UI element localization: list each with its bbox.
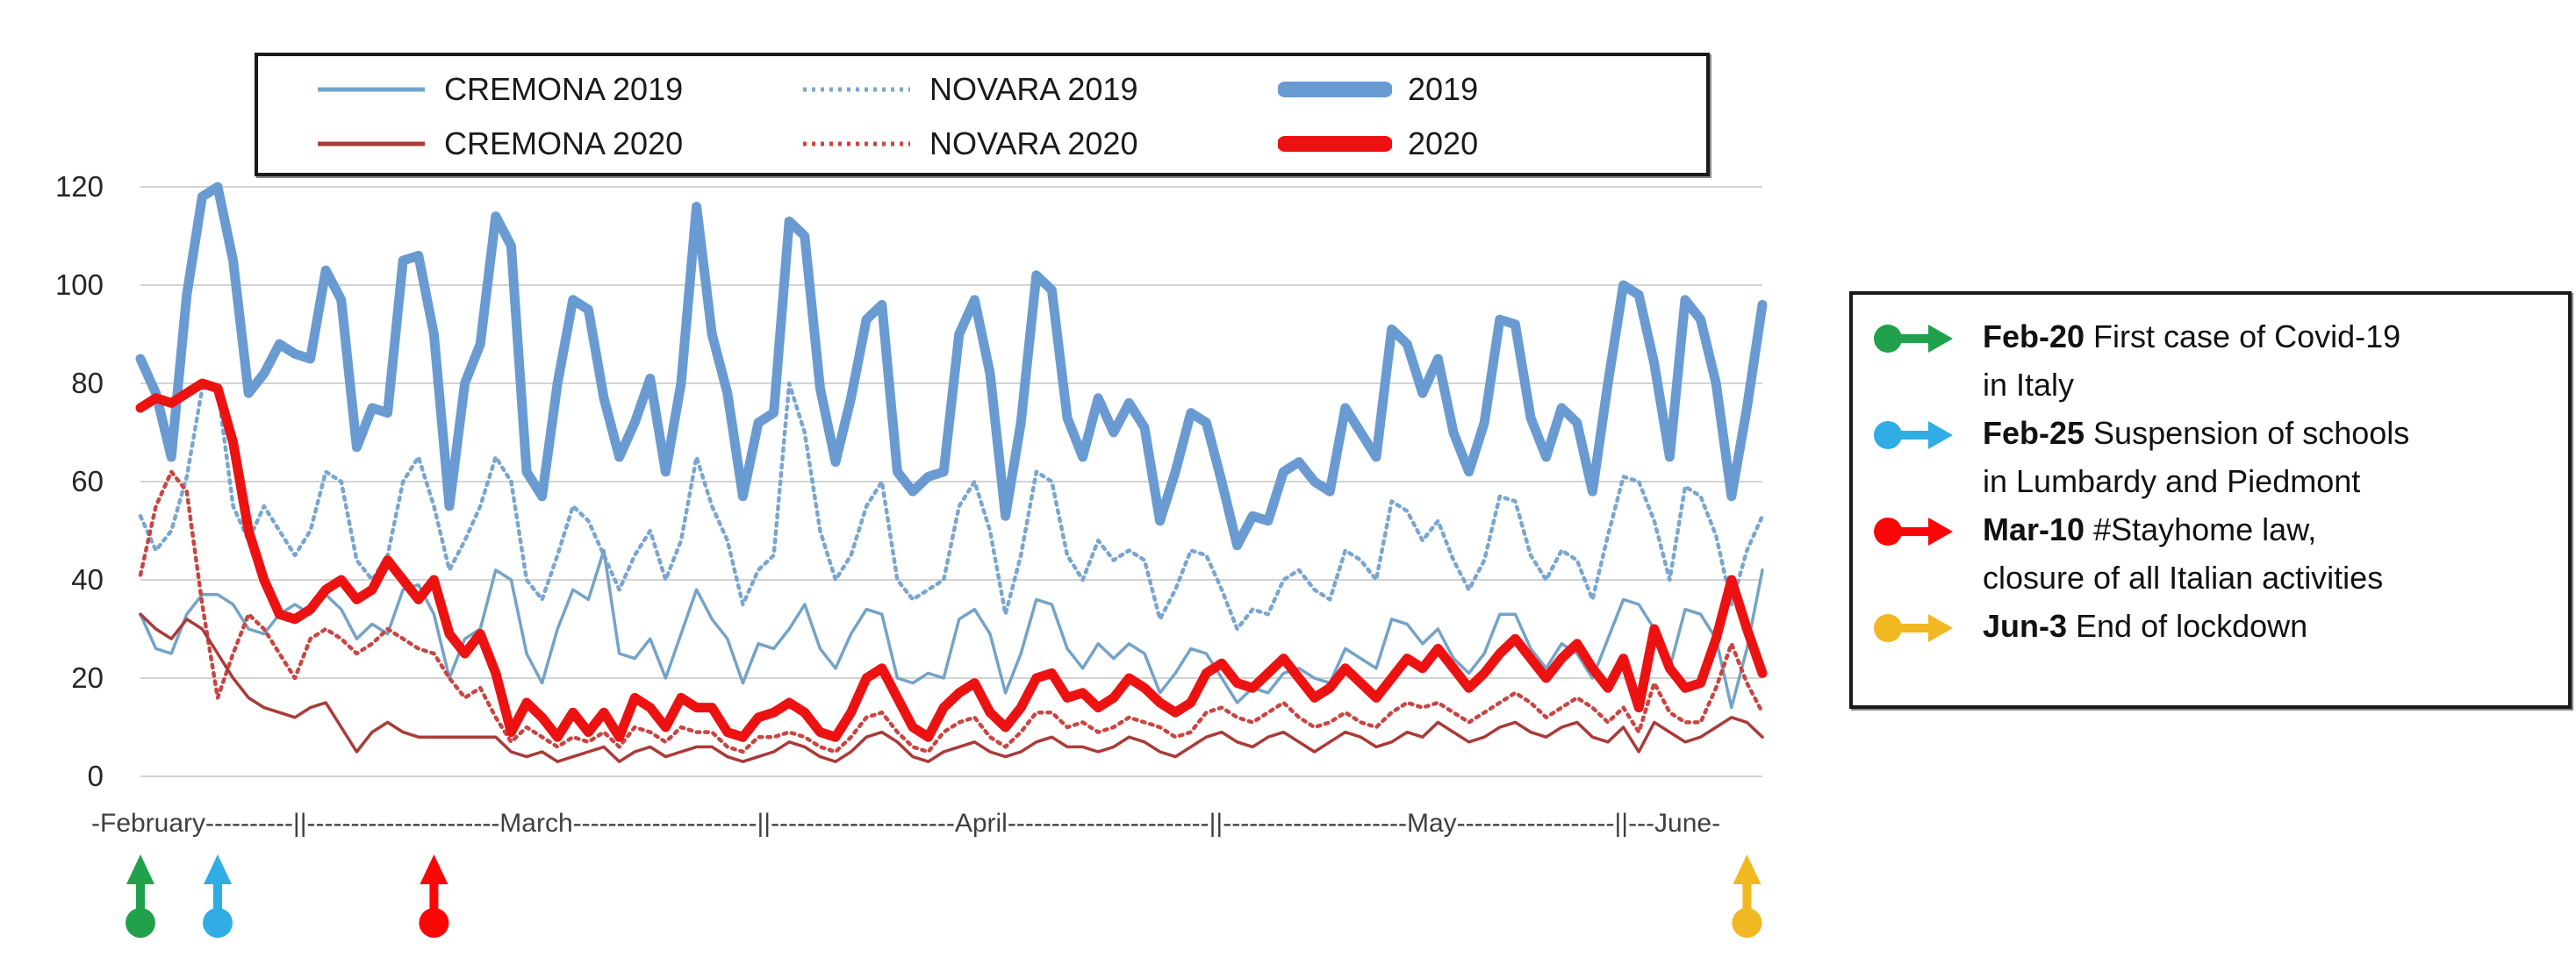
y-axis-tick-label: 0 (87, 760, 104, 792)
red-arrow-right-icon (1874, 518, 1953, 546)
annotation-feb-20: Feb-20 First case of Covid-19 in Italy (1867, 312, 2556, 409)
legend-item-novara-2020: NOVARA 2020 (800, 119, 1278, 168)
legend-label: NOVARA 2020 (929, 125, 1138, 161)
series-line-novara-2019 (138, 381, 1765, 632)
event-arrow-mar-10 (419, 908, 449, 938)
annotation-date: Jun-3 (1983, 608, 2068, 644)
chart-legend: CREMONA 2019 NOVARA 2019 2019 CREMONA 20… (255, 53, 1710, 176)
legend-label: 2019 (1408, 71, 1479, 107)
legend-label: NOVARA 2019 (929, 71, 1138, 107)
y-axis-tick-label: 20 (71, 661, 104, 694)
event-arrow-mar-10 (420, 854, 448, 884)
event-arrow-feb-20 (126, 854, 154, 884)
legend-grid: CREMONA 2019 NOVARA 2019 2019 CREMONA 20… (258, 56, 1706, 168)
legend-label: CREMONA 2020 (444, 125, 684, 161)
annotation-jun-3: Jun-3 End of lockdown (1867, 602, 2556, 650)
dotted-line-swatch-icon (803, 87, 910, 92)
event-arrow-feb-25 (203, 908, 233, 938)
thick-line-swatch-icon (1278, 136, 1392, 152)
annotation-date: Feb-20 (1983, 318, 2085, 354)
event-arrow-jun-3 (1742, 879, 1752, 921)
y-axis-tick-label: 100 (54, 268, 104, 301)
thin-line-swatch-icon (318, 141, 425, 146)
legend-item-2019: 2019 (1278, 65, 1706, 114)
annotation-mar-10: Mar-10 #Stayhome law, closure of all Ital… (1867, 505, 2556, 602)
event-arrow-feb-25 (204, 854, 232, 884)
annotation-text: Feb-25 Suspension of schools in Lumbardy … (1983, 415, 2410, 499)
legend-item-novara-2019: NOVARA 2019 (800, 65, 1278, 114)
events-annotation-box: Feb-20 First case of Covid-19 in Italy Fe… (1849, 291, 2572, 709)
event-arrow-feb-20 (126, 908, 155, 938)
legend-label: 2020 (1408, 125, 1479, 161)
event-arrow-mar-10 (429, 879, 439, 921)
thick-line-swatch-icon (1278, 82, 1392, 97)
annotation-date: Mar-10 (1983, 511, 2085, 547)
annotation-date: Feb-25 (1983, 415, 2085, 451)
green-arrow-right-icon (1874, 325, 1953, 353)
series-line-2019 (135, 182, 1768, 551)
event-arrow-feb-20 (136, 879, 145, 921)
legend-label: CREMONA 2019 (444, 71, 684, 107)
series-line-novara-2020 (138, 469, 1765, 754)
y-axis-tick-label: 120 (54, 170, 104, 203)
series-line-cremona-2020 (139, 612, 1764, 763)
event-arrow-jun-3 (1732, 908, 1762, 938)
y-axis-tick-label: 40 (71, 563, 104, 596)
y-axis-tick-label: 60 (71, 465, 104, 497)
blue-arrow-right-icon (1874, 421, 1953, 449)
thin-line-swatch-icon (318, 87, 425, 92)
x-axis-month-line: -February----------||-------------------… (91, 809, 1721, 838)
event-arrow-feb-25 (213, 879, 222, 921)
y-axis-tick-label: 80 (71, 367, 104, 399)
annotation-feb-25: Feb-25 Suspension of schools in Lumbardy … (1867, 409, 2556, 505)
legend-item-2020: 2020 (1278, 119, 1706, 168)
event-arrow-jun-3 (1733, 854, 1762, 884)
yellow-arrow-right-icon (1874, 614, 1953, 642)
series-line-2020 (135, 378, 1768, 742)
legend-item-cremona-2020: CREMONA 2020 (314, 119, 800, 168)
annotation-text: Feb-20 First case of Covid-19 in Italy (1983, 318, 2401, 403)
dotted-line-swatch-icon (803, 141, 910, 146)
annotation-text: Mar-10 #Stayhome law, closure of all Ital… (1983, 511, 2384, 596)
legend-item-cremona-2019: CREMONA 2019 (314, 65, 800, 114)
annotation-text: Jun-3 End of lockdown (1983, 608, 2308, 644)
